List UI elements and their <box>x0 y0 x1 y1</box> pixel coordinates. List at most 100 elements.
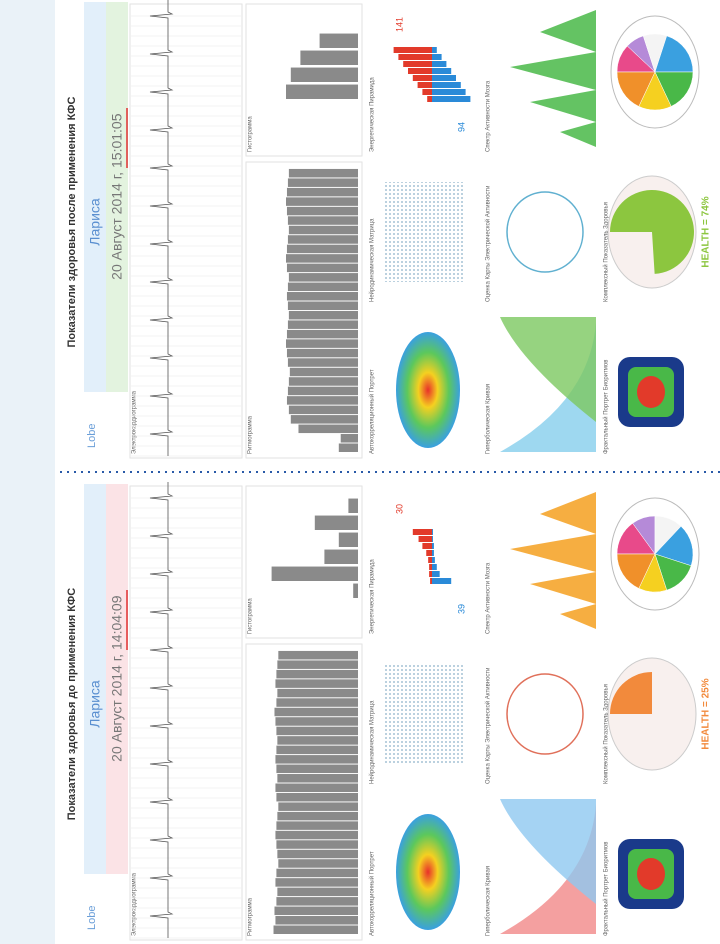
spectrum <box>510 492 596 629</box>
rhythm-bar <box>277 688 358 698</box>
pyramid-bar <box>426 550 432 556</box>
chart-label: Фрактальный Портрет Биоритмов <box>603 360 610 454</box>
brain-map <box>506 673 584 755</box>
rhythm-bar <box>340 434 359 443</box>
rhythm-bar <box>286 206 358 216</box>
pyramid-bar <box>429 571 432 577</box>
pyramid-bar <box>393 47 433 53</box>
rotated-report: Lobe Показатели здоровья до применения КФ… <box>55 0 720 944</box>
chart-frame <box>129 3 243 459</box>
pyramid-bar <box>408 68 432 74</box>
rhythm-bar <box>290 415 358 424</box>
pyramid-bar <box>432 529 433 535</box>
rhythm-bar <box>275 830 358 840</box>
pyramid-bar <box>429 564 432 570</box>
chart-label: Гистограмма <box>248 598 254 634</box>
rhythm-bar <box>286 244 358 254</box>
rhythm-bar <box>289 367 358 377</box>
chart-label: Гистограмма <box>248 116 254 152</box>
curve-area-b <box>500 317 596 422</box>
rhythm-bar <box>276 840 358 849</box>
rhythm-bar <box>275 878 358 887</box>
chart-label: Спектр Активности Мозга <box>486 80 492 152</box>
chart-label: Нейродинамическая Матрица <box>369 700 376 784</box>
pyramid-bar <box>417 82 433 88</box>
rhythm-bar <box>287 320 359 329</box>
rhythm-bar <box>287 386 359 396</box>
chart-label: Гиперболическая Кривая <box>486 384 492 454</box>
rhythm-bar <box>288 273 359 282</box>
rhythm-bar <box>288 168 359 178</box>
chart-frame <box>129 485 243 941</box>
rhythm-bar <box>275 679 358 688</box>
pyramid-bar <box>432 571 440 577</box>
rhythm-bar <box>276 764 358 774</box>
pyramid-bar <box>422 543 432 549</box>
logo: Lobe <box>86 906 98 930</box>
rhythm-bar <box>275 916 358 925</box>
patient-name: Лариса <box>87 680 103 728</box>
rhythm-bar <box>275 783 358 792</box>
chart-label: Ритмограмма <box>248 897 254 936</box>
histogram-bar <box>286 84 358 99</box>
brain-map <box>506 191 584 273</box>
rhythm-bar <box>276 821 358 830</box>
health-label: HEALTH = 25% <box>701 678 712 749</box>
spectrum <box>510 10 596 147</box>
chart-label: Энергетическая Пирамида <box>370 559 376 634</box>
pyramid-high: 30 <box>394 504 404 514</box>
date: 20 Август 2014 г, <box>109 654 125 762</box>
pyramid-bar <box>427 96 433 102</box>
pyramid-low: 39 <box>456 604 466 614</box>
time: 14:04:09 <box>109 595 125 650</box>
rhythm-bar <box>274 906 359 916</box>
histogram-bar <box>300 50 358 65</box>
rhythm-bar <box>277 887 358 897</box>
chart-label: Энергетическая Пирамида <box>370 77 376 152</box>
histogram-bar <box>271 566 359 581</box>
chart-label: Нейродинамическая Матрица <box>369 218 376 302</box>
pyramid-bar <box>418 536 432 542</box>
panel-title: Показатели здоровья до применения КФС <box>66 588 78 820</box>
curve-area-a <box>500 322 596 452</box>
chart-label: Автокорреляционный Портрет <box>369 369 376 454</box>
histogram-bar <box>314 515 358 530</box>
curve-area-a <box>500 804 596 934</box>
pyramid-bar <box>432 557 435 563</box>
rhythm-bar <box>278 650 359 660</box>
chart-label: Фрактальный Портрет Биоритмов <box>603 842 610 936</box>
pyramid-bar <box>432 68 452 74</box>
rhythm-bar <box>287 235 359 244</box>
fractal-core <box>637 376 665 408</box>
chart-label: Автокорреляционный Портрет <box>369 851 376 936</box>
pyramid-bar <box>432 564 437 570</box>
rhythm-bar <box>288 405 359 415</box>
chart-label: Спектр Активности Мозга <box>486 562 492 634</box>
pyramid-bar <box>430 578 432 584</box>
pyramid-bar <box>432 543 434 549</box>
pyramid-bar <box>422 89 432 95</box>
pyramid-high: 141 <box>394 17 404 32</box>
rhythm-bar <box>286 329 358 339</box>
pyramid-bar <box>432 54 442 60</box>
rhythm-bar <box>275 717 358 726</box>
date-band <box>106 484 128 874</box>
time: 15:01:05 <box>109 113 125 168</box>
histogram-bar <box>324 549 358 564</box>
logo: Lobe <box>86 424 98 448</box>
pyramid-bar <box>398 54 432 60</box>
ecg-trace <box>149 0 174 456</box>
pie-slice <box>654 71 694 107</box>
pyramid-bar <box>432 82 461 88</box>
rhythm-bar <box>286 254 358 263</box>
date: 20 Август 2014 г, <box>109 172 125 280</box>
chart-label: Комплексный Показатель Здоровья <box>603 202 610 302</box>
chart-label: Электрокардиограмма <box>132 390 138 454</box>
chart-label: Комплексный Показатель Здоровья <box>603 684 610 784</box>
chart-label: Ритмограмма <box>248 415 254 454</box>
pyramid-bar <box>432 578 452 584</box>
rhythm-bar <box>287 178 359 187</box>
rhythm-bar <box>273 925 358 934</box>
